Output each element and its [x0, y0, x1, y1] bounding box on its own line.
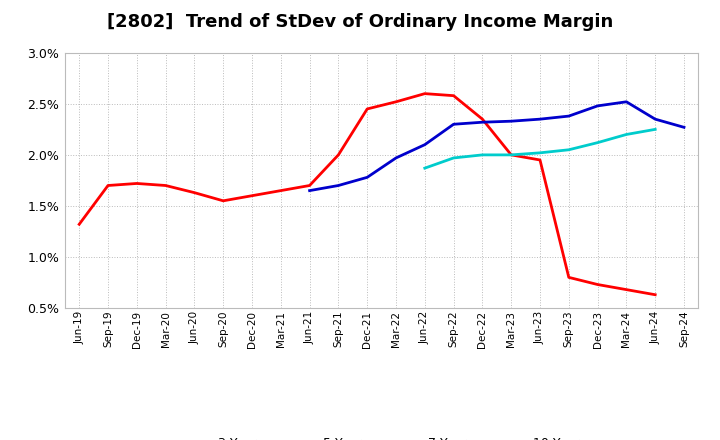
3 Years	[75, 222, 84, 227]
3 Years	[564, 275, 573, 280]
5 Years	[305, 188, 314, 193]
Legend: 3 Years, 5 Years, 7 Years, 10 Years: 3 Years, 5 Years, 7 Years, 10 Years	[172, 432, 591, 440]
5 Years	[420, 142, 429, 147]
5 Years	[622, 99, 631, 104]
7 Years	[651, 127, 660, 132]
3 Years	[161, 183, 170, 188]
7 Years	[593, 140, 602, 145]
3 Years	[651, 292, 660, 297]
7 Years	[449, 155, 458, 161]
3 Years	[248, 193, 256, 198]
Line: 7 Years: 7 Years	[425, 129, 655, 168]
7 Years	[507, 152, 516, 158]
3 Years	[219, 198, 228, 203]
3 Years	[104, 183, 112, 188]
3 Years	[190, 190, 199, 195]
3 Years	[622, 287, 631, 292]
7 Years	[622, 132, 631, 137]
5 Years	[507, 118, 516, 124]
7 Years	[478, 152, 487, 158]
3 Years	[305, 183, 314, 188]
5 Years	[449, 121, 458, 127]
5 Years	[536, 117, 544, 122]
3 Years	[507, 152, 516, 158]
3 Years	[132, 181, 141, 186]
3 Years	[334, 152, 343, 158]
3 Years	[478, 117, 487, 122]
3 Years	[593, 282, 602, 287]
3 Years	[363, 106, 372, 112]
5 Years	[651, 117, 660, 122]
3 Years	[536, 158, 544, 163]
3 Years	[392, 99, 400, 104]
5 Years	[478, 120, 487, 125]
Line: 3 Years: 3 Years	[79, 94, 655, 295]
Text: [2802]  Trend of StDev of Ordinary Income Margin: [2802] Trend of StDev of Ordinary Income…	[107, 13, 613, 31]
3 Years	[420, 91, 429, 96]
7 Years	[420, 165, 429, 171]
3 Years	[449, 93, 458, 98]
3 Years	[276, 188, 285, 193]
7 Years	[536, 150, 544, 155]
7 Years	[564, 147, 573, 152]
5 Years	[392, 155, 400, 161]
5 Years	[680, 125, 688, 130]
5 Years	[363, 175, 372, 180]
5 Years	[593, 103, 602, 109]
Line: 5 Years: 5 Years	[310, 102, 684, 191]
5 Years	[334, 183, 343, 188]
5 Years	[564, 114, 573, 119]
